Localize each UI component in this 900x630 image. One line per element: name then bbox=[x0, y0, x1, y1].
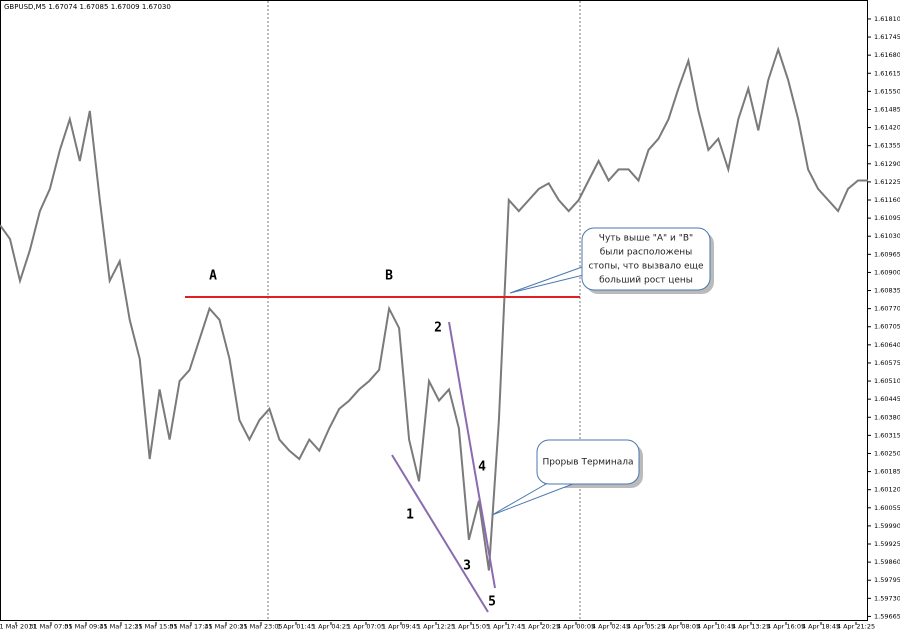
y-tick-label: 1.60705 bbox=[874, 323, 900, 331]
trend-line bbox=[391, 454, 489, 613]
y-tick-label: 1.60185 bbox=[874, 468, 900, 476]
x-tick-label: 31 Mar 20:25 bbox=[204, 623, 247, 630]
point-label: 4 bbox=[478, 460, 486, 475]
x-tick-label: 31 Mar 07:05 bbox=[29, 623, 72, 630]
trend-line bbox=[448, 321, 496, 589]
x-tick-label: 31 Mar 12:25 bbox=[99, 623, 142, 630]
y-tick-label: 1.60640 bbox=[874, 341, 900, 349]
y-tick-label: 1.61095 bbox=[874, 214, 900, 222]
point-label: 1 bbox=[406, 508, 414, 523]
point-label: B bbox=[385, 269, 393, 284]
callout-box bbox=[536, 439, 640, 485]
x-tick-label: 31 Mar 09:45 bbox=[64, 623, 107, 630]
y-tick-label: 1.59665 bbox=[874, 612, 900, 620]
y-tick-label: 1.61355 bbox=[874, 142, 900, 150]
y-tick-label: 1.61030 bbox=[874, 232, 900, 240]
x-tick-label: 1 Apr 01:45 bbox=[277, 623, 315, 630]
y-tick-label: 1.61615 bbox=[874, 69, 900, 77]
x-tick-label: 31 Mar 2011 bbox=[0, 623, 37, 630]
callout bbox=[491, 439, 643, 516]
y-tick-label: 1.61810 bbox=[874, 15, 900, 23]
x-tick-label: 31 Mar 15:05 bbox=[134, 623, 177, 630]
y-tick-label: 1.61225 bbox=[874, 178, 900, 186]
y-tick-label: 1.61680 bbox=[874, 51, 900, 59]
y-tick-label: 1.60380 bbox=[874, 413, 900, 421]
x-tick-label: 4 Apr 00:05 bbox=[557, 623, 595, 630]
point-label: 3 bbox=[463, 559, 471, 574]
y-tick-label: 1.59990 bbox=[874, 522, 900, 530]
y-tick-label: 1.60250 bbox=[874, 449, 900, 457]
y-tick-label: 1.61485 bbox=[874, 105, 900, 113]
point-label: 2 bbox=[434, 321, 442, 336]
y-tick-label: 1.60055 bbox=[874, 504, 900, 512]
y-tick-label: 1.61160 bbox=[874, 196, 900, 204]
y-tick-label: 1.60965 bbox=[874, 250, 900, 258]
callout-text: Чуть выше "A" и "B" bbox=[599, 234, 693, 244]
x-tick-label: 1 Apr 04:25 bbox=[312, 623, 350, 630]
callout-box bbox=[581, 227, 711, 291]
callout-text: больший рост цены bbox=[599, 276, 693, 286]
x-tick-label: 4 Apr 21:25 bbox=[837, 623, 875, 630]
point-label: A bbox=[209, 269, 217, 284]
y-tick-label: 1.60900 bbox=[874, 268, 900, 276]
x-tick-label: 4 Apr 16:05 bbox=[767, 623, 805, 630]
plot-frame bbox=[0, 0, 868, 621]
x-tick-label: 4 Apr 05:25 bbox=[627, 623, 665, 630]
y-tick-label: 1.60835 bbox=[874, 287, 900, 295]
y-tick-label: 1.60510 bbox=[874, 377, 900, 385]
y-tick-label: 1.60120 bbox=[874, 486, 900, 494]
y-tick-label: 1.60315 bbox=[874, 431, 900, 439]
x-tick-label: 4 Apr 08:05 bbox=[662, 623, 700, 630]
y-tick-label: 1.59860 bbox=[874, 558, 900, 566]
y-tick-label: 1.59925 bbox=[874, 540, 900, 548]
x-tick-label: 1 Apr 12:25 bbox=[417, 623, 455, 630]
x-tick-label: 31 Mar 17:45 bbox=[169, 623, 212, 630]
x-tick-label: 1 Apr 15:05 bbox=[452, 623, 490, 630]
x-tick-label: 1 Apr 07:05 bbox=[347, 623, 385, 630]
callout bbox=[509, 227, 714, 294]
x-tick-label: 4 Apr 13:25 bbox=[732, 623, 770, 630]
y-tick-label: 1.59730 bbox=[874, 594, 900, 602]
y-tick-label: 1.61290 bbox=[874, 160, 900, 168]
callout-text: Прорыв Терминала bbox=[542, 458, 633, 468]
y-tick-label: 1.60770 bbox=[874, 305, 900, 313]
y-tick-label: 1.60575 bbox=[874, 359, 900, 367]
y-tick-label: 1.59795 bbox=[874, 576, 900, 584]
x-tick-label: 4 Apr 10:45 bbox=[697, 623, 735, 630]
callout-text: стопы, что вызвало еще bbox=[588, 262, 703, 272]
x-tick-label: 4 Apr 18:45 bbox=[802, 623, 840, 630]
x-tick-label: 1 Apr 20:25 bbox=[522, 623, 560, 630]
y-tick-label: 1.61745 bbox=[874, 33, 900, 41]
x-tick-label: 1 Apr 17:45 bbox=[487, 623, 525, 630]
y-tick-label: 1.60445 bbox=[874, 395, 900, 403]
x-tick-label: 1 Apr 09:45 bbox=[382, 623, 420, 630]
chart-title: GBPUSD,M5 1.67074 1.67085 1.67009 1.6703… bbox=[4, 3, 171, 11]
price-line bbox=[0, 46, 868, 571]
x-tick-label: 4 Apr 02:45 bbox=[592, 623, 630, 630]
y-tick-label: 1.61550 bbox=[874, 87, 900, 95]
x-tick-label: 31 Mar 23:05 bbox=[239, 623, 282, 630]
y-tick-label: 1.61420 bbox=[874, 124, 900, 132]
point-label: 5 bbox=[488, 595, 496, 610]
callout-text: были расположены bbox=[600, 248, 693, 258]
